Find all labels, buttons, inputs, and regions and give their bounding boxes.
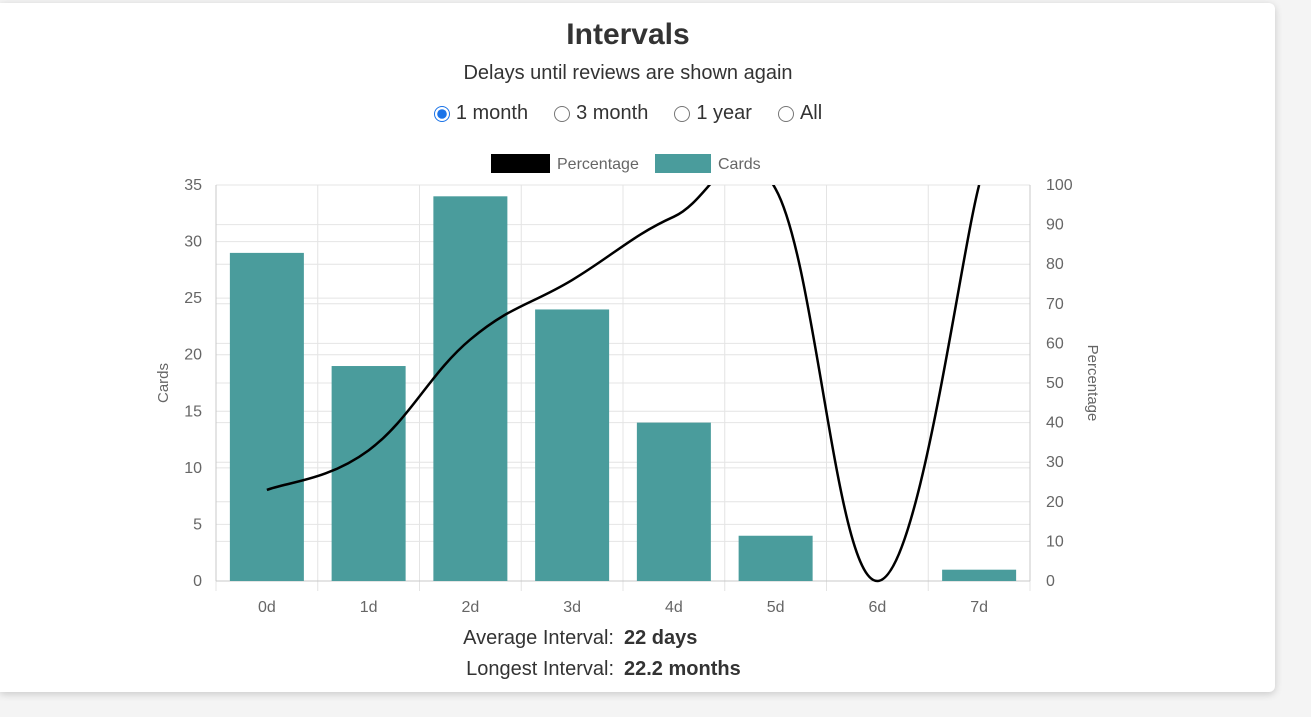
chart-subtitle: Delays until reviews are shown again [463,62,793,84]
range-label-1-year: 1 year [696,102,752,124]
average-interval-label: Average Interval: [463,627,614,649]
y2-tick-label: 0 [1046,573,1055,590]
y2-tick-label: 100 [1046,177,1073,194]
range-label-1-month: 1 month [455,102,529,124]
legend-swatch-percentage [491,154,550,173]
y2-tick-label: 20 [1046,494,1064,511]
y2-tick-label: 10 [1046,533,1064,550]
range-label-3-month: 3 month [576,102,649,124]
y2-tick-label: 60 [1046,335,1064,352]
chart-title: Intervals [566,18,690,51]
longest-interval-label: Longest Interval: [466,658,614,680]
range-option-1-year[interactable]: 1 year [674,102,752,125]
bar-cards [942,569,1017,581]
y-tick-label: 0 [193,573,202,590]
y2-tick-label: 90 [1046,217,1064,234]
y-tick-label: 30 [184,234,202,251]
range-radio-3-month[interactable] [554,105,571,122]
interval-stats: Average Interval: 22 days Longest Interv… [0,623,1256,685]
x-tick-label: 3d [563,599,581,616]
bar-cards [433,196,508,582]
y2-tick-label: 50 [1046,375,1064,392]
y-tick-label: 35 [184,177,202,194]
y-tick-label: 10 [184,460,202,477]
bar-cards [636,422,711,581]
legend-label-percentage: Percentage [557,156,639,173]
range-radio-1-year[interactable] [674,105,691,122]
y2-tick-label: 80 [1046,256,1064,273]
y2-tick-label: 70 [1046,296,1064,313]
y2-tick-label: 40 [1046,415,1064,432]
bar-cards [738,535,813,581]
x-tick-label: 7d [970,599,988,616]
legend-label-cards: Cards [718,156,761,173]
average-interval-row: Average Interval: 22 days [0,623,1256,654]
bar-cards [331,366,406,581]
y-tick-label: 20 [184,347,202,364]
bar-cards [229,252,304,581]
line-percentage [266,185,981,583]
range-selector: 1 month 3 month 1 year All [0,102,1256,125]
average-interval-value: 22 days [624,627,698,649]
y2-tick-label: 30 [1046,454,1064,471]
range-option-1-month[interactable]: 1 month [433,102,529,125]
range-radio-all[interactable] [777,105,794,122]
x-tick-label: 1d [360,599,378,616]
y-tick-label: 25 [184,290,202,307]
y-axis-title: Cards [155,363,172,403]
x-tick-label: 2d [461,599,479,616]
longest-interval-row: Longest Interval: 22.2 months [0,654,1256,685]
x-tick-label: 5d [767,599,785,616]
y-tick-label: 5 [193,516,202,533]
x-tick-label: 0d [258,599,276,616]
legend-swatch-cards [655,154,711,173]
range-option-all[interactable]: All [777,102,823,125]
range-label-all: All [799,102,823,124]
bar-cards [535,309,610,581]
range-radio-1-month[interactable] [433,105,450,122]
x-tick-label: 6d [868,599,886,616]
y2-axis-title: Percentage [1084,345,1101,422]
range-option-3-month[interactable]: 3 month [554,102,648,125]
x-tick-label: 4d [665,599,683,616]
longest-interval-value: 22.2 months [624,658,741,680]
y-tick-label: 15 [184,403,202,420]
